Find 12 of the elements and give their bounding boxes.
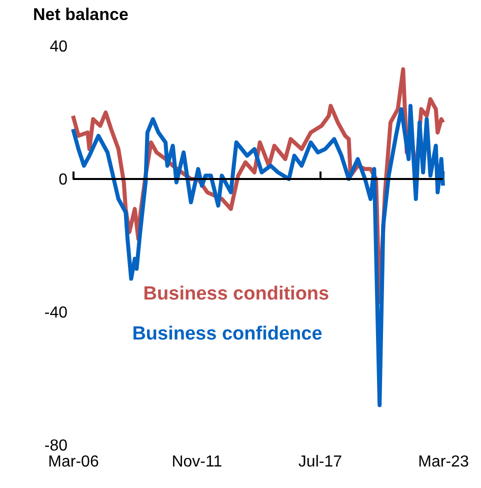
x-tick-label: Mar-23: [418, 454, 469, 470]
chart-title: Net balance: [33, 5, 128, 24]
line-series: [71, 104, 445, 408]
x-tick-label: Nov-11: [172, 454, 222, 470]
text: Business conditions: [143, 283, 330, 304]
x-tick-label: Jul-17: [298, 454, 342, 470]
y-tick-label: 0: [58, 172, 68, 188]
x-tick-label: Mar-06: [48, 454, 99, 470]
y-tick-label: -40: [44, 304, 68, 322]
y-tick-label: -80: [44, 438, 68, 454]
y-tick-label: 40: [50, 38, 68, 56]
text: Business confidence: [132, 323, 322, 344]
